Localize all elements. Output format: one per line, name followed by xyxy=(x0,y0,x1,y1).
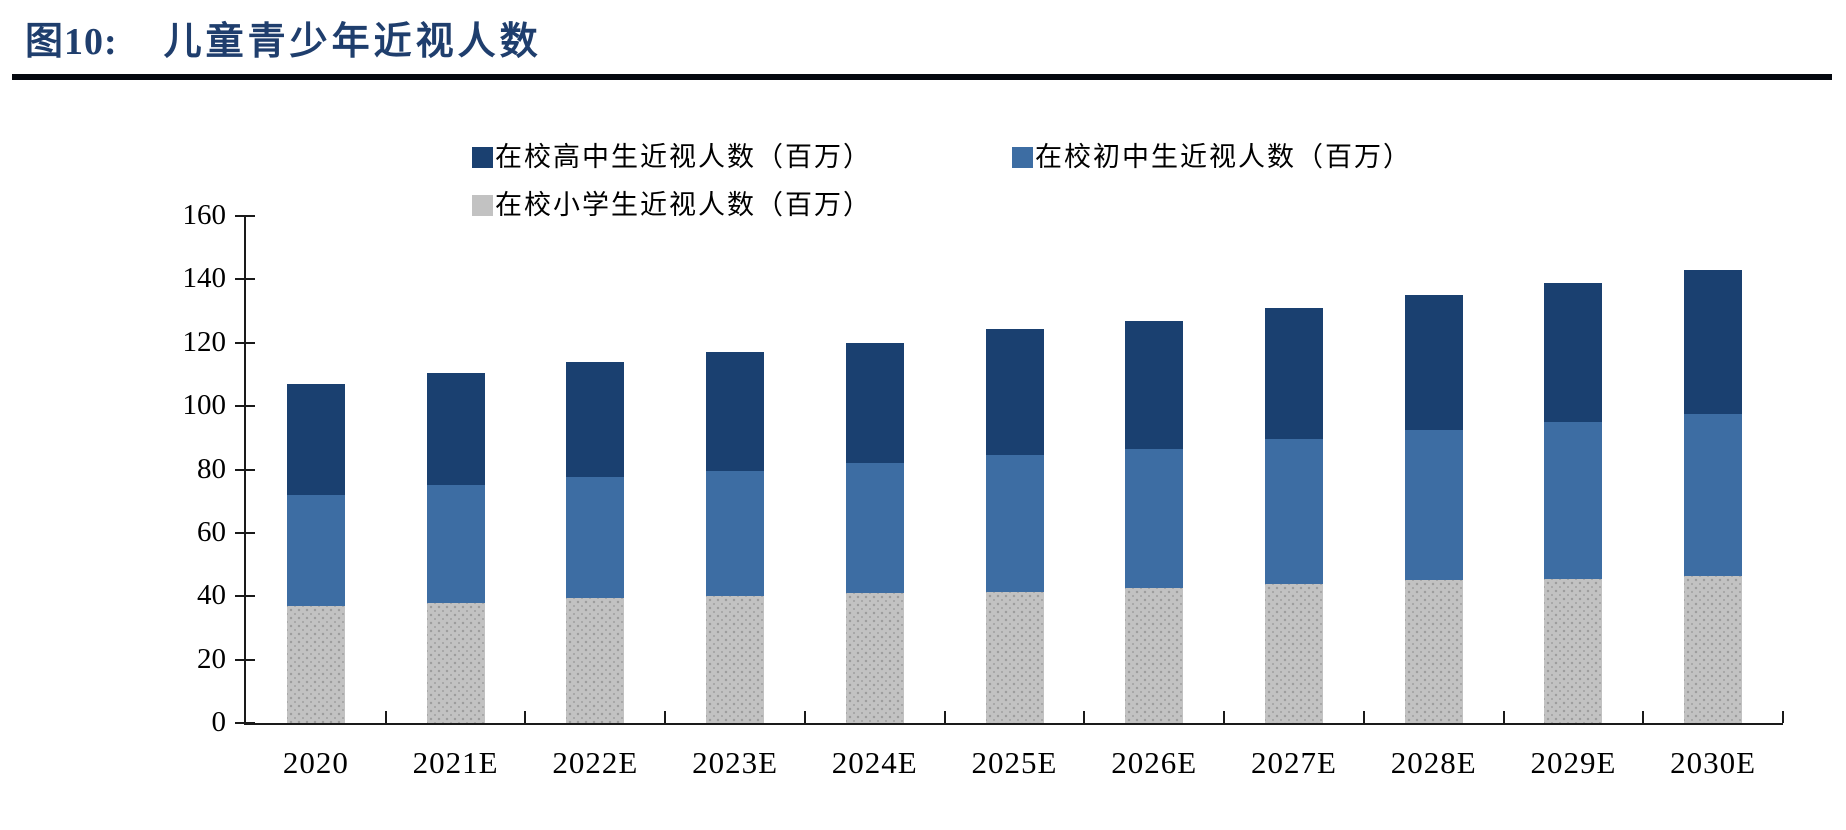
bar-segment xyxy=(845,342,904,464)
bar-segment xyxy=(1125,588,1184,723)
y-axis-tick xyxy=(235,341,255,344)
legend-item-senior-high: 在校高中生近视人数（百万） xyxy=(472,142,872,172)
legend-swatch-junior-high-icon xyxy=(1012,147,1033,168)
x-axis-tick xyxy=(943,711,946,723)
x-axis-label: 2028E xyxy=(1390,745,1477,780)
bar-segment xyxy=(1264,583,1323,723)
bar-segment xyxy=(1684,575,1743,723)
x-axis-label: 2021E xyxy=(412,745,499,780)
x-axis-label: 2025E xyxy=(971,745,1058,780)
bar-segment xyxy=(426,485,485,603)
bar-segment xyxy=(985,455,1044,592)
y-axis-tick xyxy=(235,405,255,408)
x-axis-label: 2024E xyxy=(831,745,918,780)
bar-segment xyxy=(985,591,1044,723)
legend-swatch-senior-high-icon xyxy=(472,147,493,168)
legend-label-senior-high: 在校高中生近视人数（百万） xyxy=(495,142,872,172)
x-axis-label: 2027E xyxy=(1250,745,1337,780)
x-axis-tick xyxy=(384,711,387,723)
bar-segment xyxy=(1404,429,1463,581)
legend-item-junior-high: 在校初中生近视人数（百万） xyxy=(1012,142,1412,172)
bar-segment xyxy=(426,602,485,723)
bar-segment xyxy=(1125,448,1184,589)
figure-number-label: 图10: xyxy=(25,21,118,63)
y-axis-label: 20 xyxy=(197,642,226,675)
header-divider-rule xyxy=(12,74,1832,80)
x-axis-label: 2029E xyxy=(1530,745,1617,780)
y-axis-label: 0 xyxy=(211,706,227,738)
y-axis-tick xyxy=(235,531,255,534)
bar-segment xyxy=(1404,295,1463,430)
x-axis-label: 2022E xyxy=(552,745,639,780)
x-axis-tick xyxy=(1083,711,1086,723)
x-axis-tick xyxy=(1502,711,1505,723)
bar-segment xyxy=(286,605,345,723)
y-axis-label: 40 xyxy=(197,579,226,612)
x-axis-label: 2020 xyxy=(282,745,349,780)
bar-segment xyxy=(706,471,765,597)
bar-segment xyxy=(566,477,625,598)
x-axis-tick xyxy=(664,711,667,723)
bar-segment xyxy=(845,463,904,594)
y-axis-tick xyxy=(235,468,255,471)
y-axis-tick xyxy=(235,595,255,598)
x-axis-tick xyxy=(1782,711,1784,723)
plot-area: 0 20 40 60 80 100 120 140 160 2020 2021E 2022E 2023E… xyxy=(183,201,1784,780)
bar-segment xyxy=(985,328,1044,456)
x-axis-label: 2023E xyxy=(692,745,778,780)
y-axis-label: 100 xyxy=(182,389,227,422)
y-axis-label: 80 xyxy=(197,452,226,485)
bar-segment xyxy=(286,494,345,606)
y-axis-tick xyxy=(235,278,255,281)
legend-label-junior-high: 在校初中生近视人数（百万） xyxy=(1035,142,1412,172)
bar-segment xyxy=(426,372,485,486)
bar-segment xyxy=(1544,282,1603,422)
bar-segment xyxy=(706,596,765,723)
x-axis-tick xyxy=(803,711,806,723)
x-axis-label: 2026E xyxy=(1111,745,1198,780)
bar-segment xyxy=(1264,307,1323,440)
y-axis-tick xyxy=(235,215,255,217)
y-axis-tick xyxy=(235,658,255,661)
legend-item-primary: 在校小学生近视人数（百万） xyxy=(472,190,872,220)
bar-segment xyxy=(1264,439,1323,584)
x-axis-tick xyxy=(1642,711,1645,723)
x-axis-label: 2030E xyxy=(1670,745,1757,780)
x-axis-tick xyxy=(1362,711,1365,723)
y-axis-label: 120 xyxy=(182,325,227,358)
legend-swatch-primary-icon xyxy=(472,195,493,216)
x-axis-tick xyxy=(1223,711,1226,723)
bar-segment xyxy=(1684,414,1743,576)
bar-segment xyxy=(1544,421,1603,579)
bar-segment xyxy=(566,361,625,478)
y-axis-tick xyxy=(235,722,255,724)
bar-segment xyxy=(566,597,625,723)
figure-title: 儿童青少年近视人数 xyxy=(163,21,542,63)
bar-segment xyxy=(1125,320,1184,449)
bar-segment xyxy=(286,383,345,495)
bar-segment xyxy=(1684,269,1743,415)
y-axis-label: 140 xyxy=(182,262,227,295)
figure-header: 图10: 儿童青少年近视人数 xyxy=(25,10,542,65)
y-axis-label: 160 xyxy=(182,199,227,231)
bar-segment xyxy=(845,593,904,723)
bar-segment xyxy=(1404,580,1463,723)
bar-segment xyxy=(706,352,765,472)
legend-label-primary: 在校小学生近视人数（百万） xyxy=(495,190,872,220)
x-axis-tick xyxy=(524,711,527,723)
y-axis-label: 60 xyxy=(197,515,226,548)
bar-segment xyxy=(1544,578,1603,723)
